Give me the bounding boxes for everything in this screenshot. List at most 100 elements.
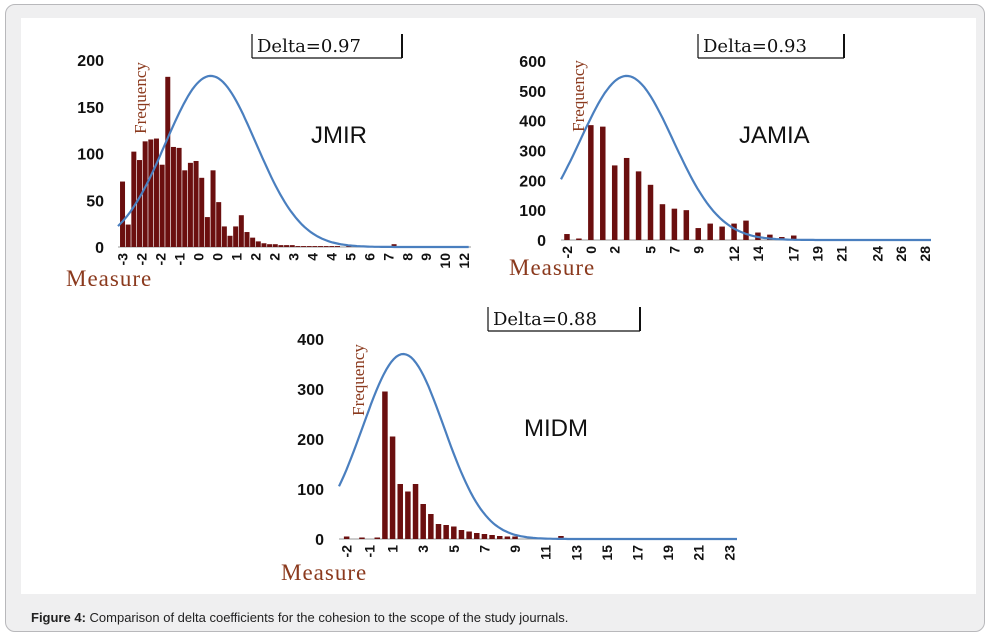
- midm-bar: [466, 531, 472, 539]
- jmir-bar: [391, 244, 397, 247]
- jmir-bar: [250, 237, 256, 247]
- jamia-x-tick-label: 26: [893, 246, 909, 262]
- jamia-y-tick-label: 300: [519, 144, 546, 161]
- midm-bar: [389, 436, 396, 539]
- jmir-bar: [142, 141, 148, 247]
- jmir-bar: [261, 243, 267, 247]
- jamia-x-tick-label: 17: [786, 246, 802, 262]
- jamia-delta-label: Delta=0.93: [703, 36, 807, 57]
- midm-bar: [451, 526, 457, 539]
- jamia-x-tick-label: 9: [690, 246, 706, 254]
- jmir-x-tick-label: 7: [380, 253, 396, 261]
- jmir-x-tick-label: 2: [247, 253, 263, 261]
- jmir-x-tick-label: 8: [399, 253, 415, 261]
- midm-bar: [512, 536, 518, 539]
- jmir-y-tick-label: 200: [77, 53, 104, 70]
- midm-bar: [489, 535, 495, 539]
- midm-fit-curve: [338, 352, 737, 541]
- jmir-y-tick-label: 50: [86, 193, 104, 210]
- jmir-y-tick-label: 100: [77, 147, 104, 164]
- midm-bar: [343, 536, 350, 539]
- midm-bar: [496, 536, 503, 539]
- midm-x-tick-label: 5: [446, 545, 462, 553]
- jamia-x-tick-label: 24: [869, 246, 885, 262]
- midm-delta-label: Delta=0.88: [493, 309, 597, 330]
- jamia-bar: [564, 234, 570, 240]
- jmir-x-tick-label: 4: [323, 253, 339, 261]
- midm-bar: [359, 537, 365, 539]
- jmir-bar: [267, 244, 273, 247]
- midm-y-tick-label: 0: [315, 532, 324, 549]
- jmir-bar: [233, 226, 239, 247]
- jmir-x-tick-label: 12: [456, 253, 472, 269]
- jmir-x-tick-label: 6: [361, 253, 377, 261]
- midm-bar: [504, 536, 511, 539]
- jmir-bar: [199, 177, 205, 247]
- midm-x-tick-label: -2: [339, 545, 355, 558]
- jmir-fit-curve: [117, 74, 469, 249]
- jmir-bar: [153, 138, 159, 247]
- midm-bar: [481, 534, 488, 539]
- jmir-x-tick-label: -1: [171, 253, 187, 266]
- midm-x-tick-label: 15: [599, 545, 615, 561]
- jmir-bar: [193, 160, 199, 247]
- midm-x-tick-label: 17: [630, 545, 646, 561]
- jamia-title: JAMIA: [739, 122, 810, 149]
- jmir-bar: [120, 181, 126, 247]
- jamia-bar: [731, 223, 737, 240]
- jmir-y-tick-label: 0: [95, 240, 104, 257]
- jamia-bar: [611, 165, 618, 240]
- jmir-bar: [165, 76, 171, 247]
- jmir-bar: [301, 246, 307, 247]
- jamia-bar: [683, 210, 690, 240]
- jmir-x-axis-title: Measure: [66, 266, 152, 291]
- jamia-y-tick-label: 500: [519, 84, 546, 101]
- midm-bar: [420, 504, 426, 539]
- midm-bar: [397, 484, 403, 539]
- jmir-y-axis-title: Frequency: [131, 62, 150, 134]
- midm-x-tick-label: 23: [721, 545, 737, 561]
- jamia-x-tick-label: 14: [750, 246, 766, 262]
- jmir-bar: [187, 162, 193, 247]
- midm-x-tick-label: 9: [507, 545, 523, 553]
- midm-x-tick-label: 21: [691, 545, 707, 561]
- jmir-x-tick-label: 4: [304, 253, 320, 261]
- jamia-x-tick-label: 12: [726, 246, 742, 262]
- jmir-bar: [125, 224, 131, 247]
- midm-y-tick-label: 100: [297, 482, 324, 499]
- jmir-bar: [227, 235, 233, 247]
- jamia-bar: [707, 223, 713, 240]
- midm-x-tick-label: 19: [660, 545, 676, 561]
- jmir-bar: [295, 246, 301, 247]
- jamia-bar: [743, 220, 749, 240]
- jamia-y-tick-label: 0: [537, 233, 546, 250]
- jmir-bar: [159, 164, 165, 247]
- caption-label: Figure 4:: [31, 610, 86, 625]
- jamia-fit-curve: [560, 74, 931, 242]
- jmir-x-tick-label: 5: [342, 253, 358, 261]
- jmir-bar: [306, 246, 312, 247]
- jmir-bar: [244, 232, 250, 247]
- midm-y-axis-title: Frequency: [349, 344, 368, 416]
- chart-area: 0 50 100 150 200 -3 -2 -2 -1 0 0 1 2 2 3 4 4 5 6 7 8 9 10 12 JMI…: [21, 18, 976, 594]
- jamia-bar: [600, 126, 606, 240]
- midm-y-tick-label: 200: [297, 432, 324, 449]
- jmir-y-tick-label: 150: [77, 100, 104, 117]
- jmir-bar: [323, 246, 329, 247]
- midm-x-axis-title: Measure: [281, 560, 367, 585]
- jmir-x-tick-label: 1: [228, 253, 244, 261]
- midm-bar: [435, 524, 442, 539]
- figure-caption: Figure 4: Comparison of delta coefficien…: [31, 610, 568, 625]
- jmir-bar: [204, 217, 210, 247]
- jamia-bar: [790, 235, 797, 240]
- midm-bar: [558, 536, 564, 539]
- jmir-x-tick-label: -2: [152, 253, 168, 266]
- jmir-bar: [238, 215, 244, 247]
- jamia-x-tick-label: 5: [643, 246, 659, 254]
- jamia-bar: [576, 238, 582, 240]
- jmir-x-tick-label: -3: [115, 253, 131, 266]
- jmir-bar: [221, 226, 227, 247]
- midm-x-tick-label: 3: [415, 545, 431, 553]
- jamia-y-tick-label: 600: [519, 54, 546, 71]
- jmir-bar: [170, 146, 176, 247]
